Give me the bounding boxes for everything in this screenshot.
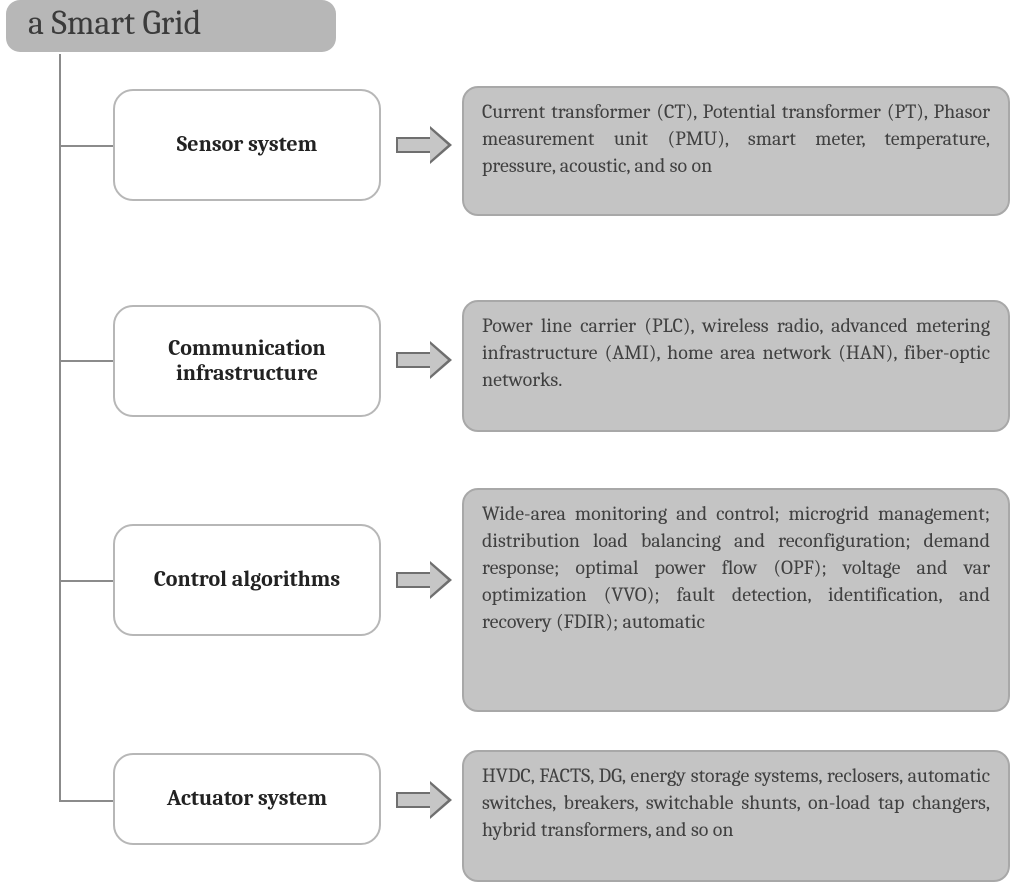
root-label: a Smart Grid: [28, 3, 201, 43]
description-sensor-system: Current transformer (CT), Potential tran…: [462, 86, 1010, 216]
description-text: HVDC, FACTS, DG, energy storage systems,…: [482, 764, 990, 841]
connector-branch: [59, 145, 113, 147]
category-communication-infrastructure: Communication infrastructure: [113, 305, 381, 417]
category-control-algorithms: Control algorithms: [113, 524, 381, 636]
category-label: Control algorithms: [154, 567, 340, 592]
category-actuator-system: Actuator system: [113, 753, 381, 845]
connector-branch: [59, 360, 113, 362]
root-node: a Smart Grid: [6, 0, 336, 52]
connector-branch: [59, 800, 113, 802]
description-actuator-system: HVDC, FACTS, DG, energy storage systems,…: [462, 750, 1010, 882]
category-label: Sensor system: [177, 132, 318, 157]
arrow-icon: [396, 572, 452, 588]
description-text: Current transformer (CT), Potential tran…: [482, 100, 990, 177]
description-text: Power line carrier (PLC), wireless radio…: [482, 314, 990, 391]
arrow-icon: [396, 137, 452, 153]
category-label: Actuator system: [167, 786, 327, 811]
arrow-icon: [396, 352, 452, 368]
description-text: Wide-area monitoring and control; microg…: [482, 502, 990, 633]
connector-branch: [59, 580, 113, 582]
description-communication-infrastructure: Power line carrier (PLC), wireless radio…: [462, 300, 1010, 432]
category-sensor-system: Sensor system: [113, 89, 381, 201]
arrow-icon: [396, 792, 452, 808]
category-label: Communication infrastructure: [123, 336, 371, 387]
connector-trunk: [59, 54, 61, 802]
description-control-algorithms: Wide-area monitoring and control; microg…: [462, 488, 1010, 712]
